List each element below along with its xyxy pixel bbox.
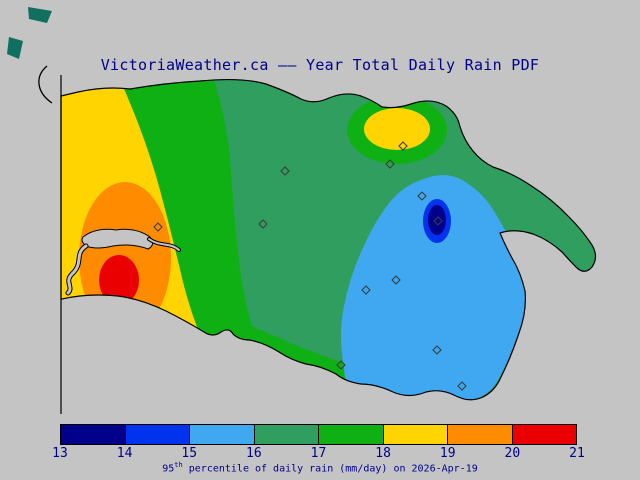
colorbar-tick-14: 14 [116, 446, 133, 461]
stations-layer [153, 141, 467, 391]
station-marker [280, 166, 290, 176]
colorbar [60, 424, 577, 445]
station-marker [391, 275, 401, 285]
colorbar-segment-18-19 [382, 425, 447, 444]
colorbar-segment-16-17 [253, 425, 318, 444]
station-marker [433, 216, 443, 226]
contour-region-13-14 [428, 205, 446, 235]
colorbar-segment-17-18 [318, 425, 383, 444]
caption-value: 95 [162, 463, 175, 475]
caption-rest: percentile of daily rain (mm/day) on 202… [182, 463, 478, 475]
colorbar-tick-20: 20 [504, 446, 521, 461]
caption-superscript: th [174, 461, 183, 469]
colorbar-segment-20-21 [511, 425, 576, 444]
contour-region-20-21 [99, 255, 139, 305]
station-marker [398, 141, 408, 151]
colorbar-tick-21: 21 [569, 446, 585, 461]
colorbar-segment-14-15 [124, 425, 189, 444]
station-marker [432, 345, 442, 355]
colorbar-tick-19: 19 [439, 446, 456, 461]
colorbar-segment-13-14 [61, 425, 125, 444]
chart-title: VictoriaWeather.ca –– Year Total Daily R… [100, 56, 540, 74]
colorbar-tick-17: 17 [310, 446, 327, 461]
colorbar-ticks: 13 14 15 16 17 18 19 20 21 [52, 446, 585, 461]
contour-fill-layer [61, 79, 596, 400]
creek-water [148, 238, 180, 251]
colorbar-segment-15-16 [189, 425, 254, 444]
colorbar-tick-13: 13 [52, 446, 68, 461]
inlet-channel-water [66, 244, 88, 295]
offmap-land-fragment [7, 37, 23, 59]
colorbar-segment-19-20 [447, 425, 512, 444]
station-marker [336, 360, 346, 370]
colorbar-tick-18: 18 [375, 446, 391, 461]
station-marker [361, 285, 371, 295]
contour-region-15-16 [341, 175, 525, 400]
station-marker [385, 159, 395, 169]
station-marker [417, 191, 427, 201]
station-marker [153, 222, 163, 232]
contour-patch-18-19 [364, 108, 430, 150]
colorbar-caption: 95th percentile of daily rain (mm/day) o… [0, 461, 640, 474]
station-marker [258, 219, 268, 229]
offmap-land-fragment [28, 7, 52, 23]
colorbar-tick-15: 15 [181, 446, 198, 461]
colorbar-tick-16: 16 [246, 446, 262, 461]
offmap-coastline-arc [38, 65, 53, 104]
station-marker [457, 381, 467, 391]
